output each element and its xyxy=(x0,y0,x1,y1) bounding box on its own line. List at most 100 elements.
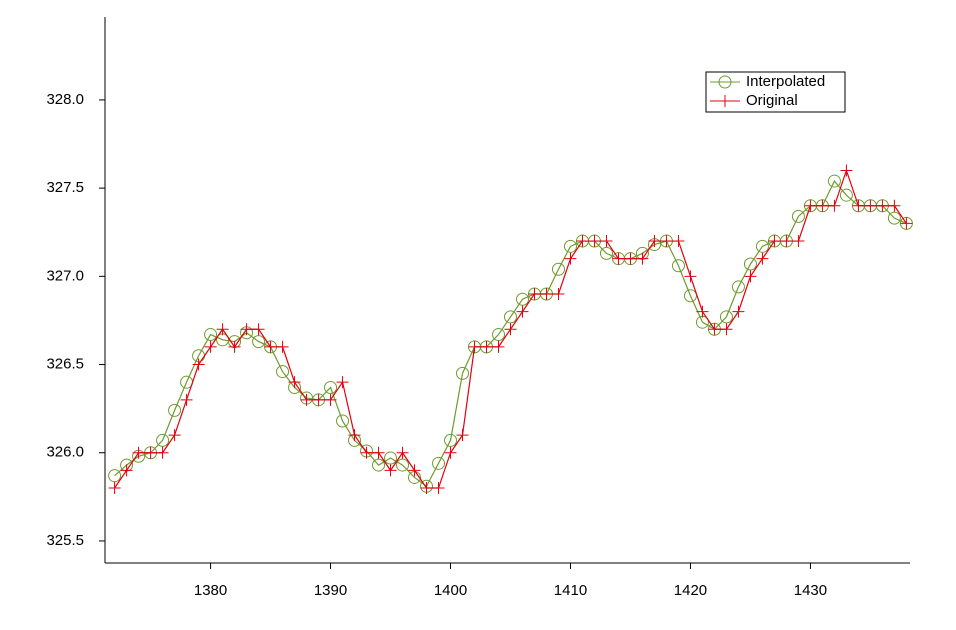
marker xyxy=(564,252,577,265)
marker xyxy=(480,340,493,353)
marker xyxy=(384,451,398,465)
marker xyxy=(840,164,853,177)
marker xyxy=(636,252,649,265)
marker xyxy=(168,403,182,417)
marker xyxy=(540,287,553,300)
marker xyxy=(660,235,673,248)
marker xyxy=(456,429,469,442)
marker xyxy=(804,199,817,212)
marker xyxy=(612,252,625,265)
marker xyxy=(264,340,277,353)
marker xyxy=(744,270,757,283)
marker xyxy=(180,393,193,406)
marker xyxy=(888,199,901,212)
marker xyxy=(768,235,781,248)
marker xyxy=(360,446,373,459)
marker xyxy=(372,446,385,459)
marker xyxy=(324,393,337,406)
marker xyxy=(336,376,349,389)
x-tick-label: 1390 xyxy=(314,582,347,599)
marker xyxy=(312,393,325,406)
marker xyxy=(552,287,565,300)
marker xyxy=(852,199,865,212)
marker xyxy=(648,235,661,248)
marker xyxy=(144,446,157,459)
marker xyxy=(252,335,266,349)
marker xyxy=(348,429,361,442)
marker xyxy=(156,446,169,459)
marker xyxy=(743,257,757,271)
marker xyxy=(108,469,122,483)
x-tick-label: 1430 xyxy=(794,582,827,599)
marker xyxy=(780,235,793,248)
marker xyxy=(252,323,265,336)
marker xyxy=(120,464,133,477)
marker xyxy=(792,235,805,248)
y-tick-label: 327.0 xyxy=(46,267,84,284)
marker xyxy=(528,287,541,300)
marker xyxy=(720,323,733,336)
marker xyxy=(827,174,841,188)
marker xyxy=(432,456,446,470)
marker xyxy=(551,262,565,276)
marker xyxy=(372,458,386,472)
marker xyxy=(204,328,218,342)
x-tick-label: 1400 xyxy=(434,582,467,599)
marker xyxy=(432,482,445,495)
marker xyxy=(876,199,889,212)
marker xyxy=(731,280,745,294)
marker xyxy=(684,270,697,283)
marker xyxy=(732,305,745,318)
x-tick-label: 1410 xyxy=(554,582,587,599)
marker xyxy=(492,328,506,342)
marker xyxy=(396,458,410,472)
marker xyxy=(444,433,458,447)
marker xyxy=(588,235,601,248)
marker xyxy=(515,292,529,306)
marker xyxy=(624,252,637,265)
marker xyxy=(396,446,409,459)
y-tick-label: 325.5 xyxy=(46,532,84,549)
marker xyxy=(324,380,338,394)
marker xyxy=(288,376,301,389)
marker xyxy=(408,464,421,477)
marker xyxy=(718,75,732,89)
marker xyxy=(503,310,517,324)
x-tick-label: 1380 xyxy=(194,582,227,599)
marker xyxy=(468,340,481,353)
marker xyxy=(900,217,913,230)
y-tick-label: 326.0 xyxy=(46,444,84,461)
marker xyxy=(756,252,769,265)
marker xyxy=(828,199,841,212)
marker xyxy=(576,235,589,248)
legend-label: Interpolated xyxy=(746,73,825,90)
marker xyxy=(420,482,433,495)
marker xyxy=(192,358,205,371)
marker xyxy=(600,235,613,248)
marker xyxy=(276,340,289,353)
marker xyxy=(504,323,517,336)
marker xyxy=(719,310,733,324)
marker xyxy=(444,446,457,459)
marker xyxy=(671,259,685,273)
marker xyxy=(516,305,529,318)
legend-box xyxy=(705,71,846,113)
y-tick-label: 326.5 xyxy=(46,356,84,373)
marker xyxy=(791,209,805,223)
marker xyxy=(240,323,253,336)
marker xyxy=(456,366,470,380)
marker xyxy=(300,393,313,406)
y-tick-label: 328.0 xyxy=(46,91,84,108)
marker xyxy=(599,246,613,260)
x-tick-label: 1420 xyxy=(674,582,707,599)
marker xyxy=(864,199,877,212)
legend-label: Original xyxy=(746,92,798,109)
marker xyxy=(108,482,121,495)
marker xyxy=(132,446,145,459)
marker xyxy=(492,340,505,353)
marker xyxy=(719,95,731,107)
marker xyxy=(216,323,229,336)
marker xyxy=(839,188,853,202)
marker xyxy=(696,305,709,318)
